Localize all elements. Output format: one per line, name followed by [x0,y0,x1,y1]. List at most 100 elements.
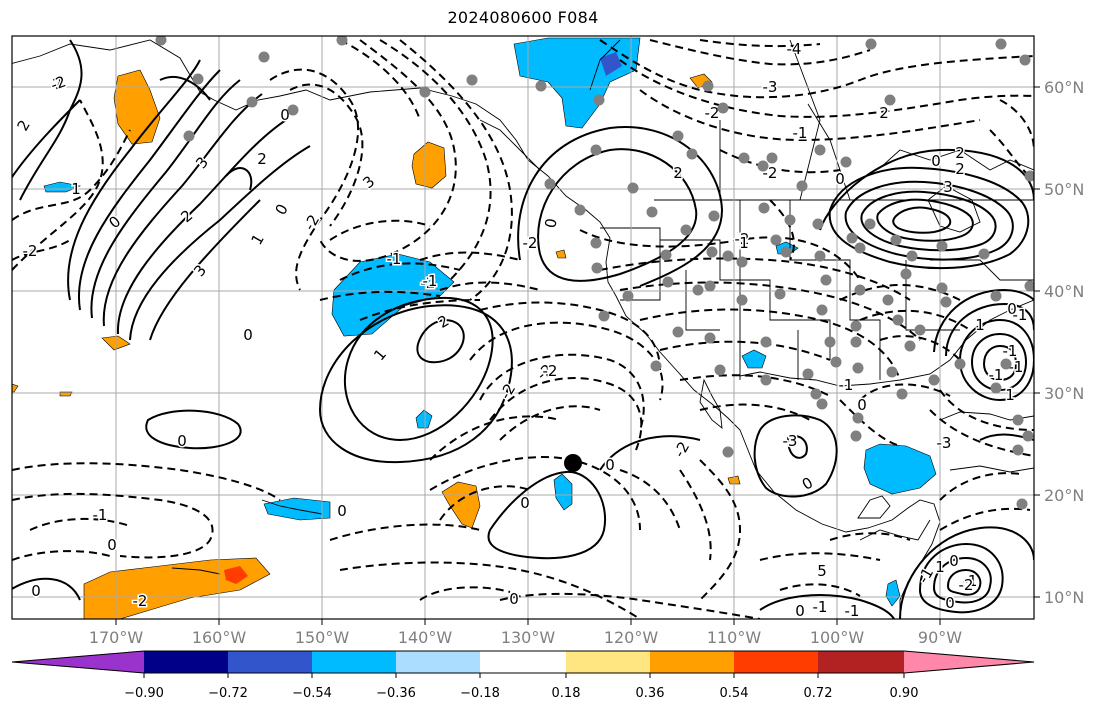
contour-value-label: 1 [739,234,749,252]
station-dot [704,280,716,292]
contour-value-label: -2 [705,104,720,122]
station-dot [820,274,832,286]
contour-value-label: -2 [543,362,558,380]
colorbar-tick-label: 0.90 [890,686,919,701]
map-background [12,36,1034,619]
colorbar-band [144,651,228,673]
station-dot [990,290,1002,302]
shade-negative [863,443,937,495]
station-dot [882,294,894,306]
contour-value-label: -1 [1003,342,1018,360]
colorbar-tick-label: −0.36 [376,686,416,701]
station-dot [706,246,718,258]
station-dot [854,242,866,254]
station-dot [814,250,826,262]
station-dot [954,358,966,370]
contour-value-label: 1 [1005,386,1015,404]
station-dot [287,104,299,116]
lon-tick-label: 140°W [398,628,453,647]
contour-value-label: 0 [509,590,519,608]
contour-value-label: 0 [243,326,253,344]
station-dot [535,80,547,92]
station-dot [852,412,864,424]
station-dot [774,288,786,300]
station-dot [544,178,556,190]
station-dot [816,304,828,316]
contour-value-label: 2 [257,150,267,168]
shade-positive-strong [224,566,248,584]
lon-tick-label: 170°W [89,628,144,647]
station-dot [1016,498,1028,510]
station-dot [865,38,877,50]
station-dot [574,204,586,216]
station-dot [990,382,1002,394]
station-dot [686,148,698,160]
station-dot [796,180,808,192]
contour-value-label: -1 [839,376,854,394]
contour-value-label: -1 [93,506,108,524]
station-dot [336,36,348,46]
lat-tick-label: 50°N [1044,180,1084,199]
shade-negative [553,473,573,511]
graticule [12,36,1034,619]
station-dot [890,234,902,246]
filled-anomalies [12,37,937,619]
longitude-axis: 170°W 160°W 150°W 140°W 130°W 120°W 110°W 100°W… [89,619,962,647]
station-dot [1022,430,1034,442]
contour-value-label: 2 [955,144,965,162]
contour-value-label: 0 [945,594,955,612]
station-dot [936,282,948,294]
station-dot [672,326,684,338]
contour-value-label: -2 [421,274,436,292]
station-dot [1024,280,1034,292]
lon-tick-label: 160°W [192,628,247,647]
lat-tick-label: 10°N [1044,588,1084,607]
station-dot [192,73,204,85]
station-dot [1012,414,1024,426]
station-dot [590,144,602,156]
lon-tick-label: 130°W [501,628,556,647]
station-dot [736,256,748,268]
station-dot [892,314,904,326]
station-dot [852,362,864,374]
colorbar-tick-label: 0.54 [720,686,749,701]
lon-tick-label: 110°W [707,628,762,647]
station-markers [155,36,1034,510]
station-dot [850,320,862,332]
colorbar-tick-label: 0.36 [636,686,665,701]
station-dot [766,152,778,164]
contour-value-label: 0 [31,582,41,600]
station-dot [810,388,822,400]
station-dot [704,332,716,344]
colorbar-tick-label: 0.18 [552,686,581,701]
contour-value-label: -1 [793,124,808,142]
station-dot [702,80,714,92]
station-dot [906,250,918,262]
lon-tick-label: 120°W [604,628,659,647]
station-dot [650,360,662,372]
contour-value-label: -2 [959,576,974,594]
lat-tick-label: 40°N [1044,282,1084,301]
lon-tick-label: 100°W [810,628,865,647]
contour-value-label: 2 [673,164,683,182]
lat-tick-label: 20°N [1044,486,1084,505]
contour-value-label: 0 [835,170,845,188]
station-dot [419,86,431,98]
colorbar-tick-label: −0.90 [124,686,164,701]
contour-value-label: 0 [605,456,615,474]
contour-value-label: -1 [1009,358,1024,376]
contour-value-label: -1 [845,602,860,620]
contour-value-label: -1 [813,598,828,616]
contour-value-label: 1 [71,180,81,198]
contour-value-label: -1 [989,366,1004,384]
colorbar-band [734,651,818,673]
station-dot [622,290,634,302]
station-dot [660,249,672,261]
station-dot [812,218,824,230]
station-dot [995,38,1007,50]
station-dot [717,102,729,114]
colorbar-band [480,651,566,673]
station-dot [714,364,726,376]
station-dot [757,160,769,172]
shade-positive [689,73,713,89]
